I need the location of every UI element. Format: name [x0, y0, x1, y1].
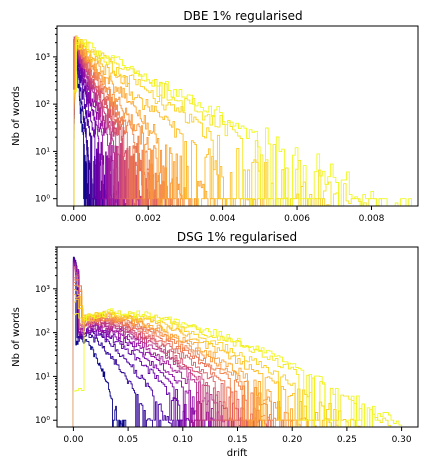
x-tick-label: 0.008: [359, 214, 385, 224]
y-axis-label-dbe: Nb of words: [11, 86, 22, 146]
histogram-series-14: [73, 40, 224, 206]
histogram-series-5: [72, 261, 229, 427]
histogram-series-15: [73, 35, 269, 206]
x-tick-label: 0.25: [337, 435, 357, 445]
histogram-series-4: [72, 260, 218, 427]
histogram-series-18: [73, 39, 412, 206]
x-ticks-dbe: 0.000 0.002 0.004 0.006 0.008: [61, 206, 385, 224]
y-ticks-dsg: 10⁰ 10¹ 10² 10³: [35, 246, 57, 426]
y-ticks-dbe: 10⁰ 10¹ 10² 10³: [35, 27, 57, 205]
x-tick-label: 0.05: [118, 435, 138, 445]
x-tick-label: 0.000: [61, 214, 87, 224]
plot-area-dbe: [73, 35, 412, 206]
x-tick-label: 0.002: [135, 214, 161, 224]
plot-area-dsg: [72, 256, 405, 427]
y-tick-label: 10²: [35, 100, 50, 110]
chart-title-dbe: DBE 1% regularised: [183, 9, 302, 23]
histogram-series-0: [72, 256, 129, 427]
y-tick-label: 10²: [35, 329, 50, 339]
x-tick-label: 0.20: [282, 435, 302, 445]
x-tick-label: 0.10: [173, 435, 193, 445]
histogram-series-5: [73, 37, 127, 206]
histogram-series-18: [72, 308, 405, 427]
y-tick-label: 10³: [35, 285, 50, 295]
histogram-series-13: [73, 42, 198, 206]
y-axis-label-dsg: Nb of words: [11, 307, 22, 367]
histogram-series-12: [73, 38, 184, 206]
histogram-series-1: [72, 257, 163, 427]
x-tick-label: 0.30: [392, 435, 412, 445]
y-tick-label: 10⁰: [35, 195, 50, 205]
x-tick-label: 0.15: [227, 435, 247, 445]
x-tick-label: 0.006: [284, 214, 310, 224]
x-tick-label: 0.00: [63, 435, 83, 445]
x-tick-label: 0.004: [210, 214, 236, 224]
y-tick-label: 10¹: [35, 372, 50, 382]
histogram-series-6: [72, 262, 240, 427]
x-ticks-dsg: 0.00 0.05 0.10 0.15 0.20 0.25 0.30: [63, 427, 412, 445]
panel-dsg: DSG 1% regularised 0.00 0.05 0.10 0.15 0.20 0…: [11, 230, 419, 459]
histogram-series-16: [73, 39, 330, 206]
chart-title-dsg: DSG 1% regularised: [177, 230, 297, 244]
axes-frame-dbe: [56, 25, 419, 207]
panel-dbe: DBE 1% regularised 0.000 0.002 0.004 0.006 0…: [11, 9, 419, 224]
y-tick-label: 10³: [35, 53, 50, 63]
x-axis-label-dsg: drift: [227, 448, 248, 459]
y-tick-label: 10¹: [35, 147, 50, 157]
histogram-series-15: [72, 294, 339, 427]
y-tick-label: 10⁰: [35, 416, 50, 426]
histogram-series-2: [73, 40, 105, 206]
